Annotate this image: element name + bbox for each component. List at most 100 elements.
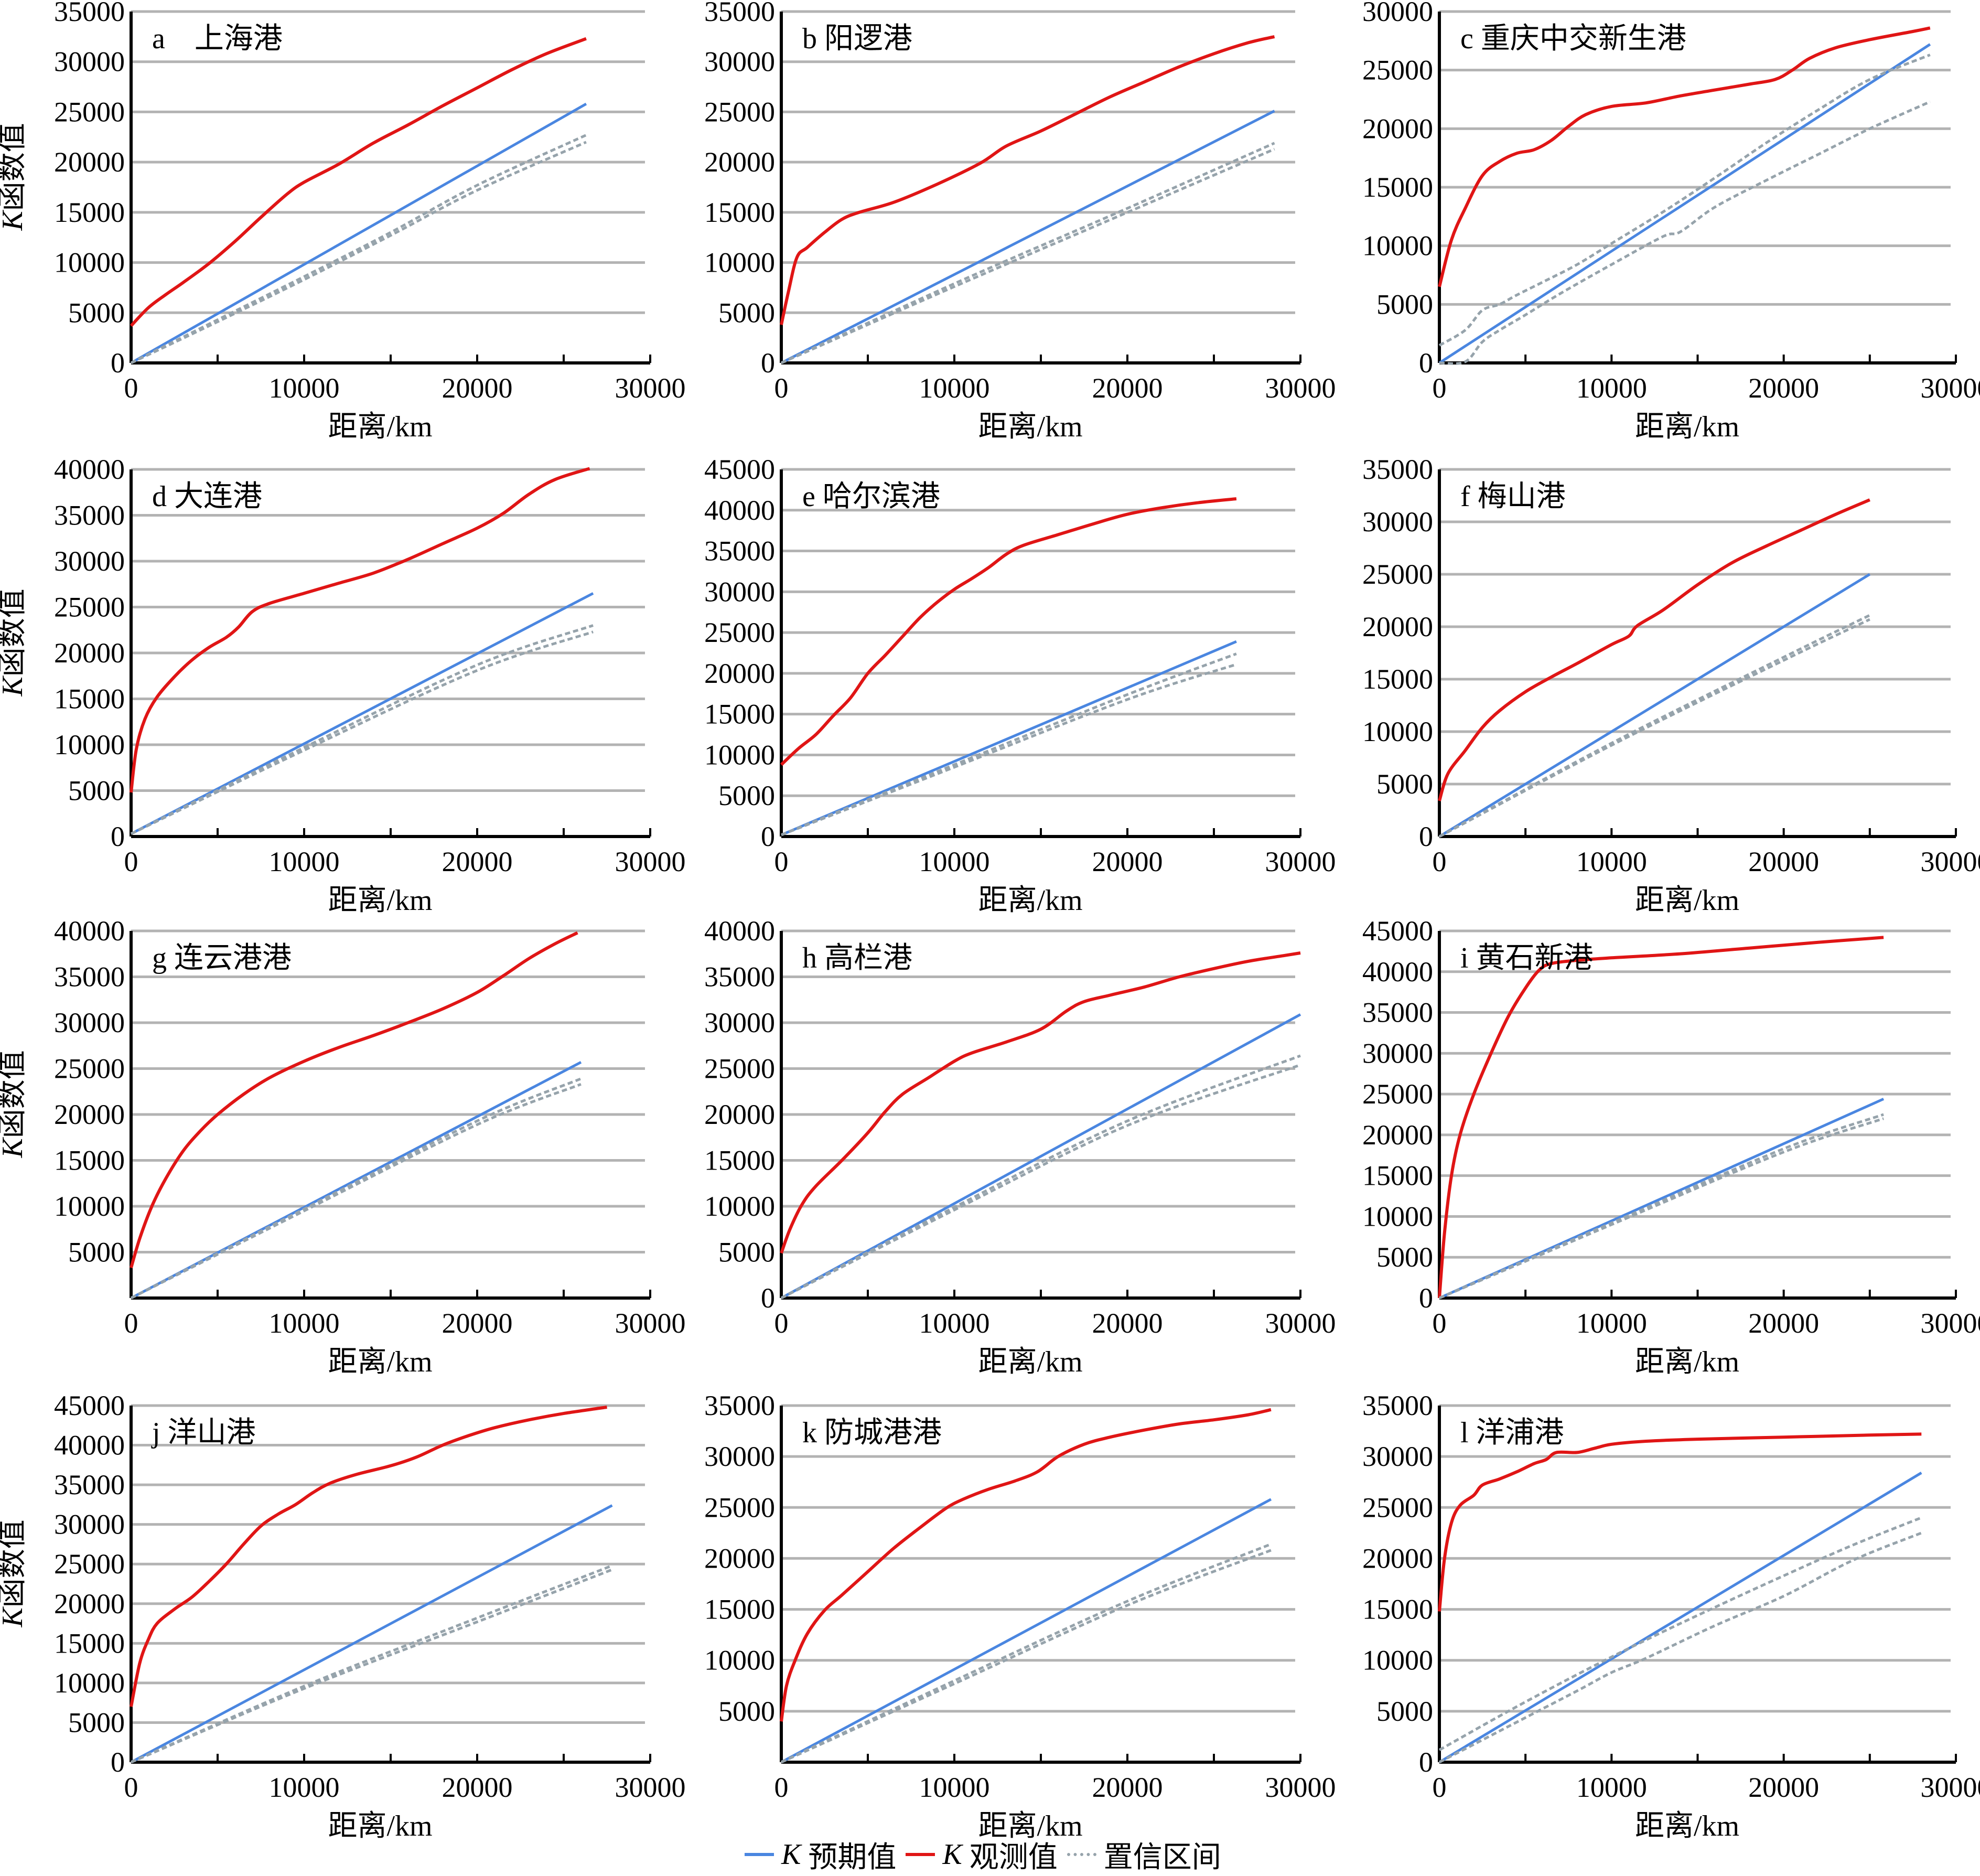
xtick-label-k-3: 30000 [1265,1772,1336,1803]
expected-line-a [131,104,586,363]
observed-line-j [131,1407,607,1707]
ytick-label-c-3: 15000 [1362,171,1433,203]
ytick-label-g-3: 20000 [54,1099,125,1130]
x-axis-label-c: 距离/km [1635,411,1739,443]
ytick-label-i-1: 5000 [1376,1241,1433,1273]
expected-line-i [1439,1099,1884,1298]
ytick-label-i-2: 10000 [1362,1200,1433,1232]
confidence-line-j-2 [131,1566,612,1762]
ytick-label-j-6: 30000 [54,1509,125,1540]
confidence-line-j-3 [131,1570,612,1762]
panel-title-c: c 重庆中交新生港 [1460,23,1686,55]
xtick-label-h-3: 30000 [1265,1307,1336,1339]
expected-line-l [1439,1473,1921,1762]
observed-line-i [1439,937,1884,1298]
y-axis-label-text: 函数值 [0,123,29,211]
panel-i: 0500010000150002000025000300003500040000… [1362,915,1980,1378]
ytick-label-a-1: 5000 [68,297,125,328]
xtick-label-c-3: 30000 [1921,372,1980,404]
xtick-label-i-3: 30000 [1921,1307,1980,1339]
xtick-label-k-1: 10000 [919,1772,990,1803]
ytick-label-h-2: 10000 [704,1191,775,1222]
xtick-label-h-2: 20000 [1092,1307,1163,1339]
ytick-label-d-0: 0 [111,821,125,852]
ytick-label-k-0: 5000 [718,1696,775,1727]
ytick-label-g-2: 15000 [54,1145,125,1176]
ytick-label-a-6: 30000 [54,46,125,78]
confidence-line-b-3 [781,149,1275,363]
ytick-label-g-7: 40000 [54,915,125,947]
x-axis-label-d: 距离/km [328,884,432,917]
confidence-line-l-2 [1439,1518,1921,1750]
ytick-label-l-5: 25000 [1362,1492,1433,1523]
ytick-label-k-6: 35000 [704,1390,775,1421]
x-axis-label-l: 距离/km [1635,1810,1739,1842]
ytick-label-i-6: 30000 [1362,1037,1433,1069]
panel-title-j: j 洋山港 [151,1417,256,1449]
xtick-label-i-0: 0 [1433,1307,1447,1339]
panel-e: 0500010000150002000025000300003500040000… [704,454,1336,917]
xtick-label-f-0: 0 [1433,846,1447,877]
xtick-label-g-3: 30000 [615,1307,686,1339]
panel-title-h: h 高栏港 [802,942,912,974]
ytick-label-i-7: 35000 [1362,997,1433,1028]
observed-line-c [1439,28,1930,287]
ytick-label-a-2: 10000 [54,247,125,278]
xtick-label-l-2: 20000 [1748,1772,1819,1803]
xtick-label-e-2: 20000 [1092,846,1163,877]
ytick-label-d-7: 35000 [54,500,125,531]
xtick-label-c-0: 0 [1433,372,1447,404]
x-axis-label-g: 距离/km [328,1346,432,1378]
panel-title-b: b 阳逻港 [802,23,912,55]
xtick-label-a-3: 30000 [615,372,686,404]
xtick-label-k-2: 20000 [1092,1772,1163,1803]
ytick-label-e-4: 20000 [704,658,775,689]
ytick-label-i-0: 0 [1419,1282,1433,1314]
ytick-label-e-8: 40000 [704,495,775,526]
ytick-label-b-7: 35000 [704,0,775,27]
ytick-label-b-4: 20000 [704,146,775,178]
ytick-label-h-1: 5000 [718,1237,775,1268]
confidence-line-d-3 [131,632,593,834]
x-axis-label-e: 距离/km [978,884,1082,917]
ytick-label-j-0: 0 [111,1746,125,1778]
ytick-label-c-0: 0 [1419,347,1433,379]
ytick-label-a-0: 0 [111,347,125,379]
xtick-label-f-3: 30000 [1921,846,1980,877]
xtick-label-d-1: 10000 [269,846,340,877]
xtick-label-b-3: 30000 [1265,372,1336,404]
ytick-label-i-3: 15000 [1362,1160,1433,1192]
confidence-line-b-2 [781,143,1275,363]
ytick-label-b-6: 30000 [704,46,775,78]
xtick-label-h-0: 0 [774,1307,789,1339]
x-axis-label-j: 距离/km [328,1810,432,1842]
confidence-line-i-3 [1439,1119,1884,1298]
panel-title-a: a 上海港 [152,23,283,55]
ytick-label-d-1: 5000 [68,775,125,807]
panel-title-e: e 哈尔滨港 [802,480,940,513]
xtick-label-d-3: 30000 [615,846,686,877]
ytick-label-a-5: 25000 [54,96,125,127]
ytick-label-g-0: 5000 [68,1237,125,1268]
xtick-label-f-1: 10000 [1576,846,1647,877]
ytick-label-d-5: 25000 [54,592,125,623]
xtick-label-j-2: 20000 [442,1772,513,1803]
xtick-label-a-1: 10000 [269,372,340,404]
confidence-line-f-3 [1439,619,1870,837]
legend-observed-swatch [906,1853,935,1856]
legend-observed: K 观测值 [906,1834,1057,1876]
x-axis-label-i: 距离/km [1635,1346,1739,1378]
xtick-label-a-2: 20000 [442,372,513,404]
observed-line-f [1439,500,1870,801]
x-axis-label-h: 距离/km [978,1346,1082,1378]
y-axis-label-d: K函数值 [0,588,29,696]
ytick-label-d-8: 40000 [54,454,125,485]
legend-expected-label: 预期值 [808,1834,896,1876]
panel-h: 0500010000150002000025000300003500040000… [704,915,1336,1378]
panel-title-g: g 连云港港 [152,942,292,974]
